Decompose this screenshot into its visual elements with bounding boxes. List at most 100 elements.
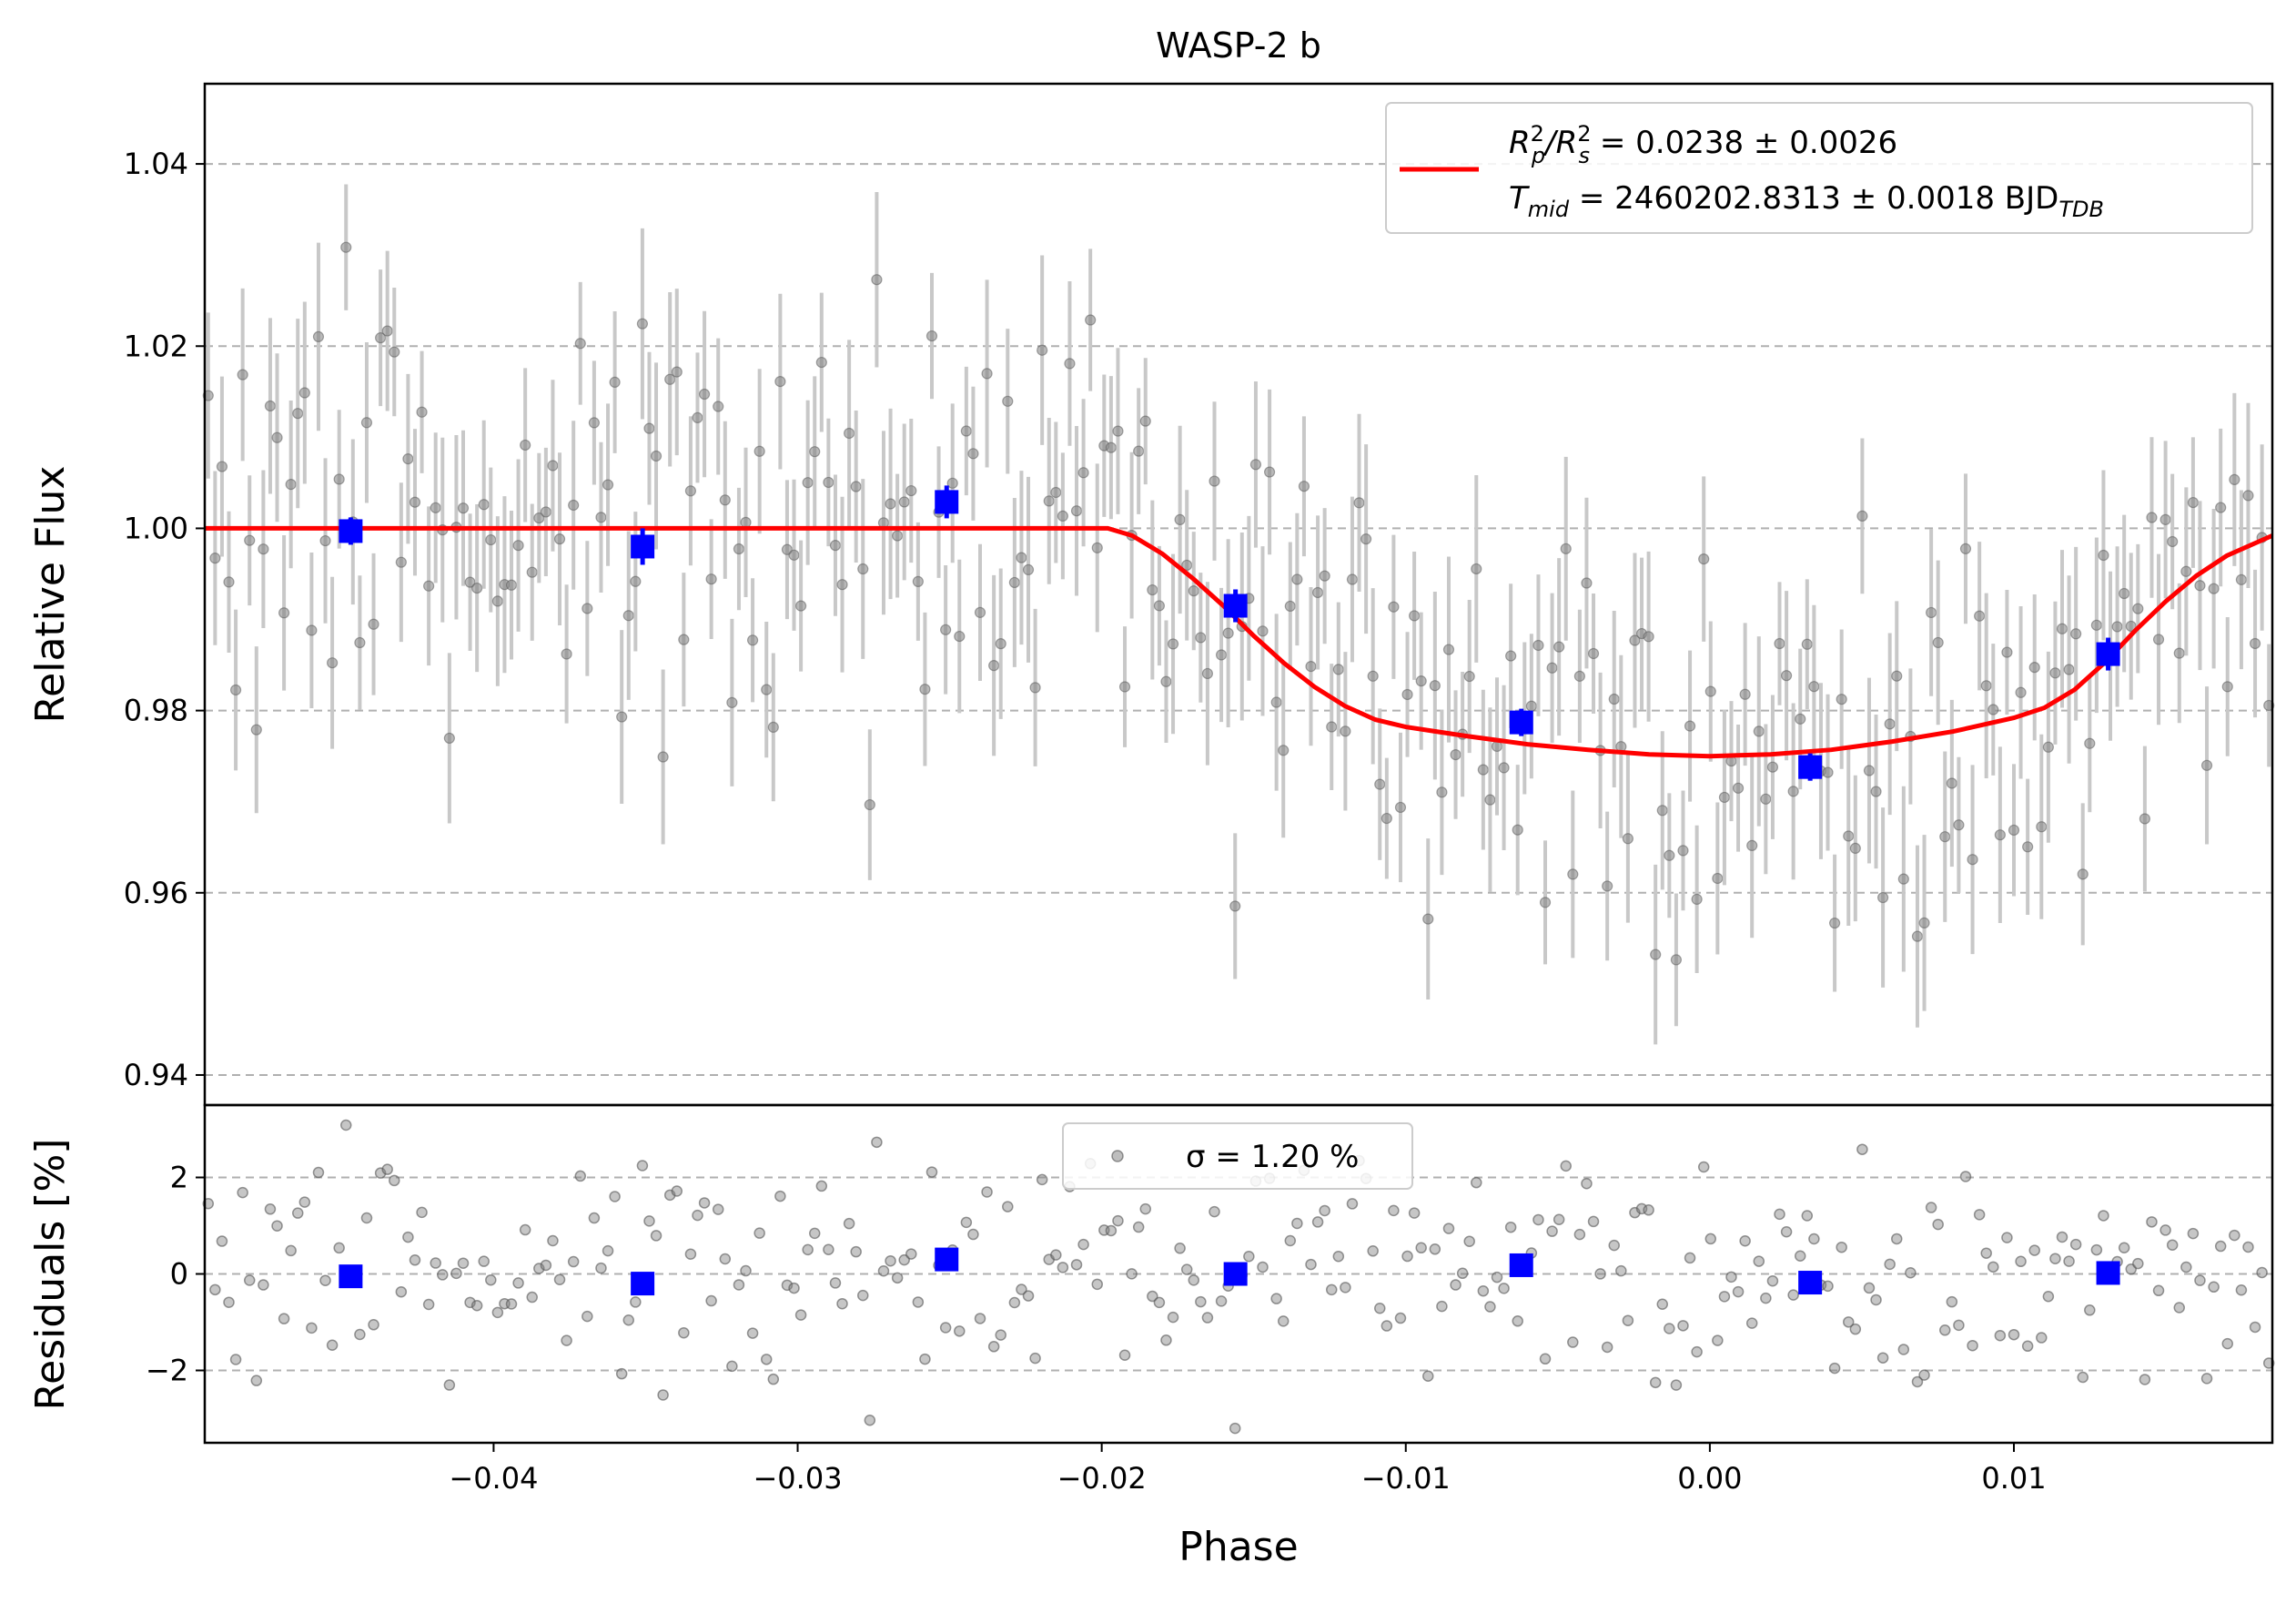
raw-point bbox=[602, 479, 614, 491]
raw-point bbox=[478, 499, 490, 511]
raw-residual-point bbox=[1147, 1290, 1158, 1303]
raw-point bbox=[1367, 670, 1379, 682]
raw-residual-point bbox=[278, 1313, 290, 1324]
raw-point bbox=[1332, 664, 1344, 675]
raw-residual-point bbox=[505, 1298, 518, 1310]
raw-point bbox=[1181, 559, 1193, 572]
raw-residual-point bbox=[1691, 1345, 1703, 1358]
raw-residual-point bbox=[1911, 1375, 1924, 1388]
raw-point bbox=[698, 388, 711, 401]
raw-point bbox=[2194, 580, 2206, 592]
raw-point bbox=[1795, 713, 1806, 725]
raw-residual-point bbox=[1277, 1315, 1290, 1327]
raw-point bbox=[2015, 686, 2027, 698]
raw-residual-point bbox=[1643, 1204, 1654, 1216]
raw-residual-point bbox=[995, 1329, 1006, 1341]
x-tick-label: −0.02 bbox=[1057, 1461, 1147, 1496]
raw-residual-point bbox=[1856, 1143, 1868, 1155]
raw-residual-point bbox=[1863, 1282, 1876, 1294]
raw-point bbox=[319, 534, 331, 547]
raw-point bbox=[1512, 824, 1523, 836]
raw-residual-point bbox=[1753, 1255, 1765, 1267]
raw-point bbox=[2152, 634, 2165, 645]
raw-point bbox=[746, 634, 759, 646]
raw-point bbox=[1974, 610, 1986, 622]
raw-point bbox=[954, 630, 966, 643]
raw-point bbox=[1311, 586, 1324, 599]
raw-point bbox=[829, 540, 842, 552]
raw-residual-point bbox=[815, 1180, 828, 1192]
raw-residual-point bbox=[2098, 1210, 2109, 1222]
raw-residual-point bbox=[1201, 1312, 1214, 1324]
raw-residual-point bbox=[2229, 1229, 2240, 1242]
raw-residual-point bbox=[2118, 1242, 2130, 1254]
raw-residual-point bbox=[271, 1220, 283, 1232]
raw-residual-point bbox=[1870, 1294, 1882, 1306]
raw-residual-point bbox=[1849, 1323, 1862, 1335]
raw-residual-point bbox=[582, 1310, 593, 1323]
raw-point bbox=[1939, 831, 1951, 843]
raw-residual-point bbox=[1311, 1216, 1324, 1228]
raw-residual-point bbox=[2200, 1373, 2213, 1385]
raw-point bbox=[1656, 805, 1668, 817]
raw-point bbox=[1340, 725, 1351, 737]
raw-point bbox=[1188, 585, 1199, 597]
raw-residual-point bbox=[1394, 1312, 1407, 1324]
binned-residual-points bbox=[339, 1247, 2120, 1296]
raw-point bbox=[616, 711, 628, 723]
raw-residual-point bbox=[437, 1269, 449, 1281]
raw-point bbox=[1567, 868, 1579, 880]
raw-residual-point bbox=[2028, 1244, 2040, 1256]
raw-point bbox=[2167, 535, 2179, 548]
raw-residual-point bbox=[1828, 1362, 1841, 1375]
raw-point bbox=[857, 563, 869, 575]
raw-residual-point bbox=[1139, 1202, 1152, 1215]
raw-point bbox=[1381, 812, 1392, 825]
residual-y-tick-label: −2 bbox=[146, 1354, 188, 1388]
raw-point bbox=[1043, 495, 1055, 507]
raw-point bbox=[1732, 782, 1745, 794]
raw-point bbox=[1643, 631, 1654, 643]
raw-point bbox=[547, 460, 559, 472]
raw-residual-point bbox=[2001, 1232, 2013, 1243]
raw-point bbox=[754, 445, 765, 457]
raw-point bbox=[1532, 639, 1544, 652]
x-ticks: −0.04 −0.03 −0.02 −0.01 0.00 0.01 bbox=[449, 1443, 2047, 1496]
raw-residual-point bbox=[319, 1274, 331, 1286]
raw-residual-point bbox=[1760, 1292, 1772, 1304]
raw-residual-point bbox=[298, 1196, 311, 1208]
raw-residual-point bbox=[1801, 1210, 1814, 1222]
raw-point bbox=[2077, 868, 2089, 880]
raw-residual-point bbox=[1697, 1161, 1710, 1173]
raw-residual-point bbox=[1808, 1233, 1820, 1245]
legend-tmid-label: Tmid = 2460202.8313 ± 0.0018 BJDTDB bbox=[1509, 180, 2104, 222]
x-tick-label: 0.00 bbox=[1677, 1461, 1742, 1496]
raw-point bbox=[946, 477, 958, 489]
raw-residual-point bbox=[457, 1257, 470, 1269]
raw-point bbox=[209, 553, 221, 564]
raw-point bbox=[1539, 897, 1552, 908]
raw-point bbox=[2070, 628, 2082, 640]
binned-data-points bbox=[339, 485, 2120, 781]
raw-residual-point bbox=[1188, 1274, 1200, 1286]
raw-residual-point bbox=[422, 1298, 435, 1311]
raw-point bbox=[1863, 765, 1876, 776]
raw-point bbox=[2229, 473, 2240, 485]
binned-residual-point bbox=[1509, 1253, 1533, 1277]
raw-residual-point bbox=[291, 1207, 304, 1219]
raw-residual-point bbox=[1008, 1296, 1021, 1309]
raw-residual-point bbox=[1939, 1324, 1951, 1336]
raw-residual-point bbox=[360, 1212, 373, 1224]
residual-y-tick-label: 2 bbox=[170, 1161, 188, 1195]
raw-data-points bbox=[202, 184, 2275, 1045]
raw-residual-point bbox=[1022, 1290, 1035, 1302]
raw-residual-point bbox=[250, 1375, 263, 1386]
raw-residual-point bbox=[1284, 1234, 1297, 1247]
raw-point bbox=[1573, 670, 1585, 682]
raw-residual-point bbox=[381, 1163, 393, 1175]
raw-point bbox=[1016, 552, 1027, 563]
raw-point bbox=[2084, 737, 2096, 749]
raw-residual-point bbox=[416, 1206, 428, 1219]
raw-residual-point bbox=[1946, 1295, 1958, 1308]
raw-residual-point bbox=[939, 1322, 952, 1334]
